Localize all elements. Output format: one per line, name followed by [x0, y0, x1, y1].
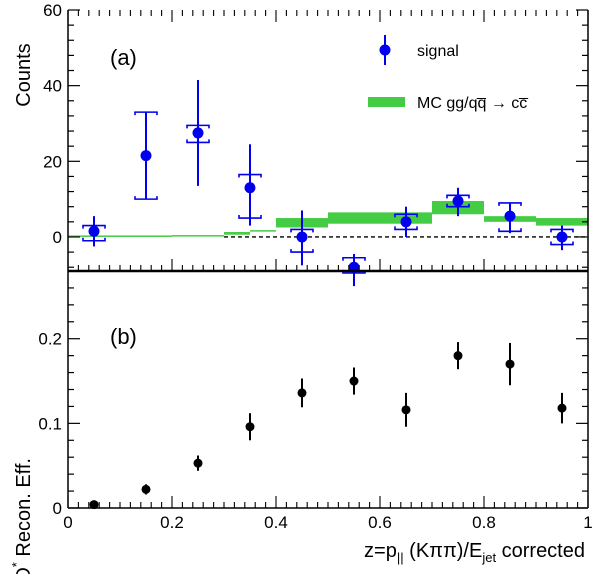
panel-a-y-tick-label: 60	[43, 1, 62, 20]
signal-sys-bracket	[290, 228, 314, 253]
panel-b-y-tick-label: 0	[53, 499, 62, 518]
panel-a-y-tick-label: 20	[43, 152, 62, 171]
panel-a-tick-labels: 0 20 40 60	[43, 1, 62, 247]
panel-b-y-tick-label: 0.2	[38, 330, 62, 349]
signal-point	[88, 225, 100, 237]
signal-point	[504, 210, 516, 222]
x-axis-title: z=p|| (Kππ)/Ejet corrected	[364, 540, 585, 565]
signal-point	[556, 231, 568, 243]
mc-band-bin	[172, 235, 224, 237]
panel-b-y-axis-title: D* Recon. Eff.	[9, 458, 35, 574]
panel-b-tick-labels: 0 0.1 0.2 0 0.2 0.4 0.6 0.8 1	[38, 330, 592, 532]
efficiency-points-group	[89, 342, 567, 510]
legend-mc-swatch	[368, 97, 405, 107]
efficiency-point	[453, 351, 463, 361]
panel-b: 0 0.1 0.2 0 0.2 0.4 0.6 0.8 1 D* Recon. Eff. (b)…	[9, 10, 593, 574]
signal-points-group	[82, 79, 574, 287]
efficiency-point	[141, 484, 151, 494]
legend-mc-label: MC gg/qq̅ → cc̅	[417, 95, 528, 112]
x-tick-label: 0.2	[160, 513, 184, 532]
mc-band-bin	[250, 230, 276, 232]
efficiency-point	[505, 359, 515, 369]
signal-sys-bracket	[82, 224, 106, 242]
panel-a-y-axis-title: Counts	[13, 43, 35, 106]
signal-point	[296, 231, 308, 243]
efficiency-point	[193, 458, 203, 468]
y-title-rest: Recon. Eff.	[13, 458, 35, 562]
y-title-star: *	[9, 562, 24, 567]
panel-b-y-tick-label: 0.1	[38, 414, 62, 433]
efficiency-point	[245, 422, 255, 432]
x-tick-label: 0.8	[472, 513, 496, 532]
signal-sys-bracket	[134, 111, 158, 200]
x-tick-label: 0.6	[368, 513, 392, 532]
panel-b-label: (b)	[110, 324, 137, 349]
efficiency-point	[297, 388, 307, 398]
legend-signal-marker	[379, 35, 391, 65]
legend: signal MC gg/qq̅ → cc̅	[368, 35, 528, 112]
x-title-sub-jet: jet	[481, 550, 496, 565]
signal-point	[192, 127, 204, 139]
panel-a-y-tick-label: 0	[53, 228, 62, 247]
x-title-z: z=p	[364, 540, 397, 562]
efficiency-point	[349, 376, 359, 386]
mc-band-bin	[120, 235, 172, 237]
signal-sys-bracket	[186, 124, 210, 144]
signal-sys-bracket	[446, 194, 470, 208]
efficiency-point	[401, 405, 411, 415]
x-title-sub-parallel: ||	[397, 550, 404, 565]
x-tick-label: 0	[63, 513, 72, 532]
efficiency-point	[89, 500, 99, 510]
mc-band-bin	[536, 218, 588, 226]
signal-sys-bracket	[498, 202, 522, 233]
x-title-kpipi: (Kππ)/E	[404, 540, 483, 562]
y-title-d: D	[13, 567, 35, 574]
panel-a-label: (a)	[110, 45, 137, 70]
signal-point	[400, 216, 412, 228]
mc-band-bin	[328, 212, 380, 224]
signal-sys-bracket	[394, 213, 418, 231]
x-tick-label: 0.4	[264, 513, 288, 532]
panel-b-axes	[67, 10, 589, 509]
signal-point	[140, 150, 152, 162]
signal-sys-bracket	[550, 228, 574, 246]
signal-sys-bracket	[238, 173, 262, 219]
panel-a: 0 20 40 60 Counts (a) signal MC gg/qq̅ → cc…	[13, 1, 589, 287]
signal-point	[244, 182, 256, 194]
legend-signal-label: signal	[417, 43, 459, 60]
efficiency-point	[557, 403, 567, 413]
x-title-corrected: corrected	[496, 540, 585, 562]
x-tick-label: 1	[583, 513, 592, 532]
signal-point	[452, 195, 464, 207]
panel-a-y-tick-label: 40	[43, 77, 62, 96]
mc-band-bin	[224, 232, 250, 235]
